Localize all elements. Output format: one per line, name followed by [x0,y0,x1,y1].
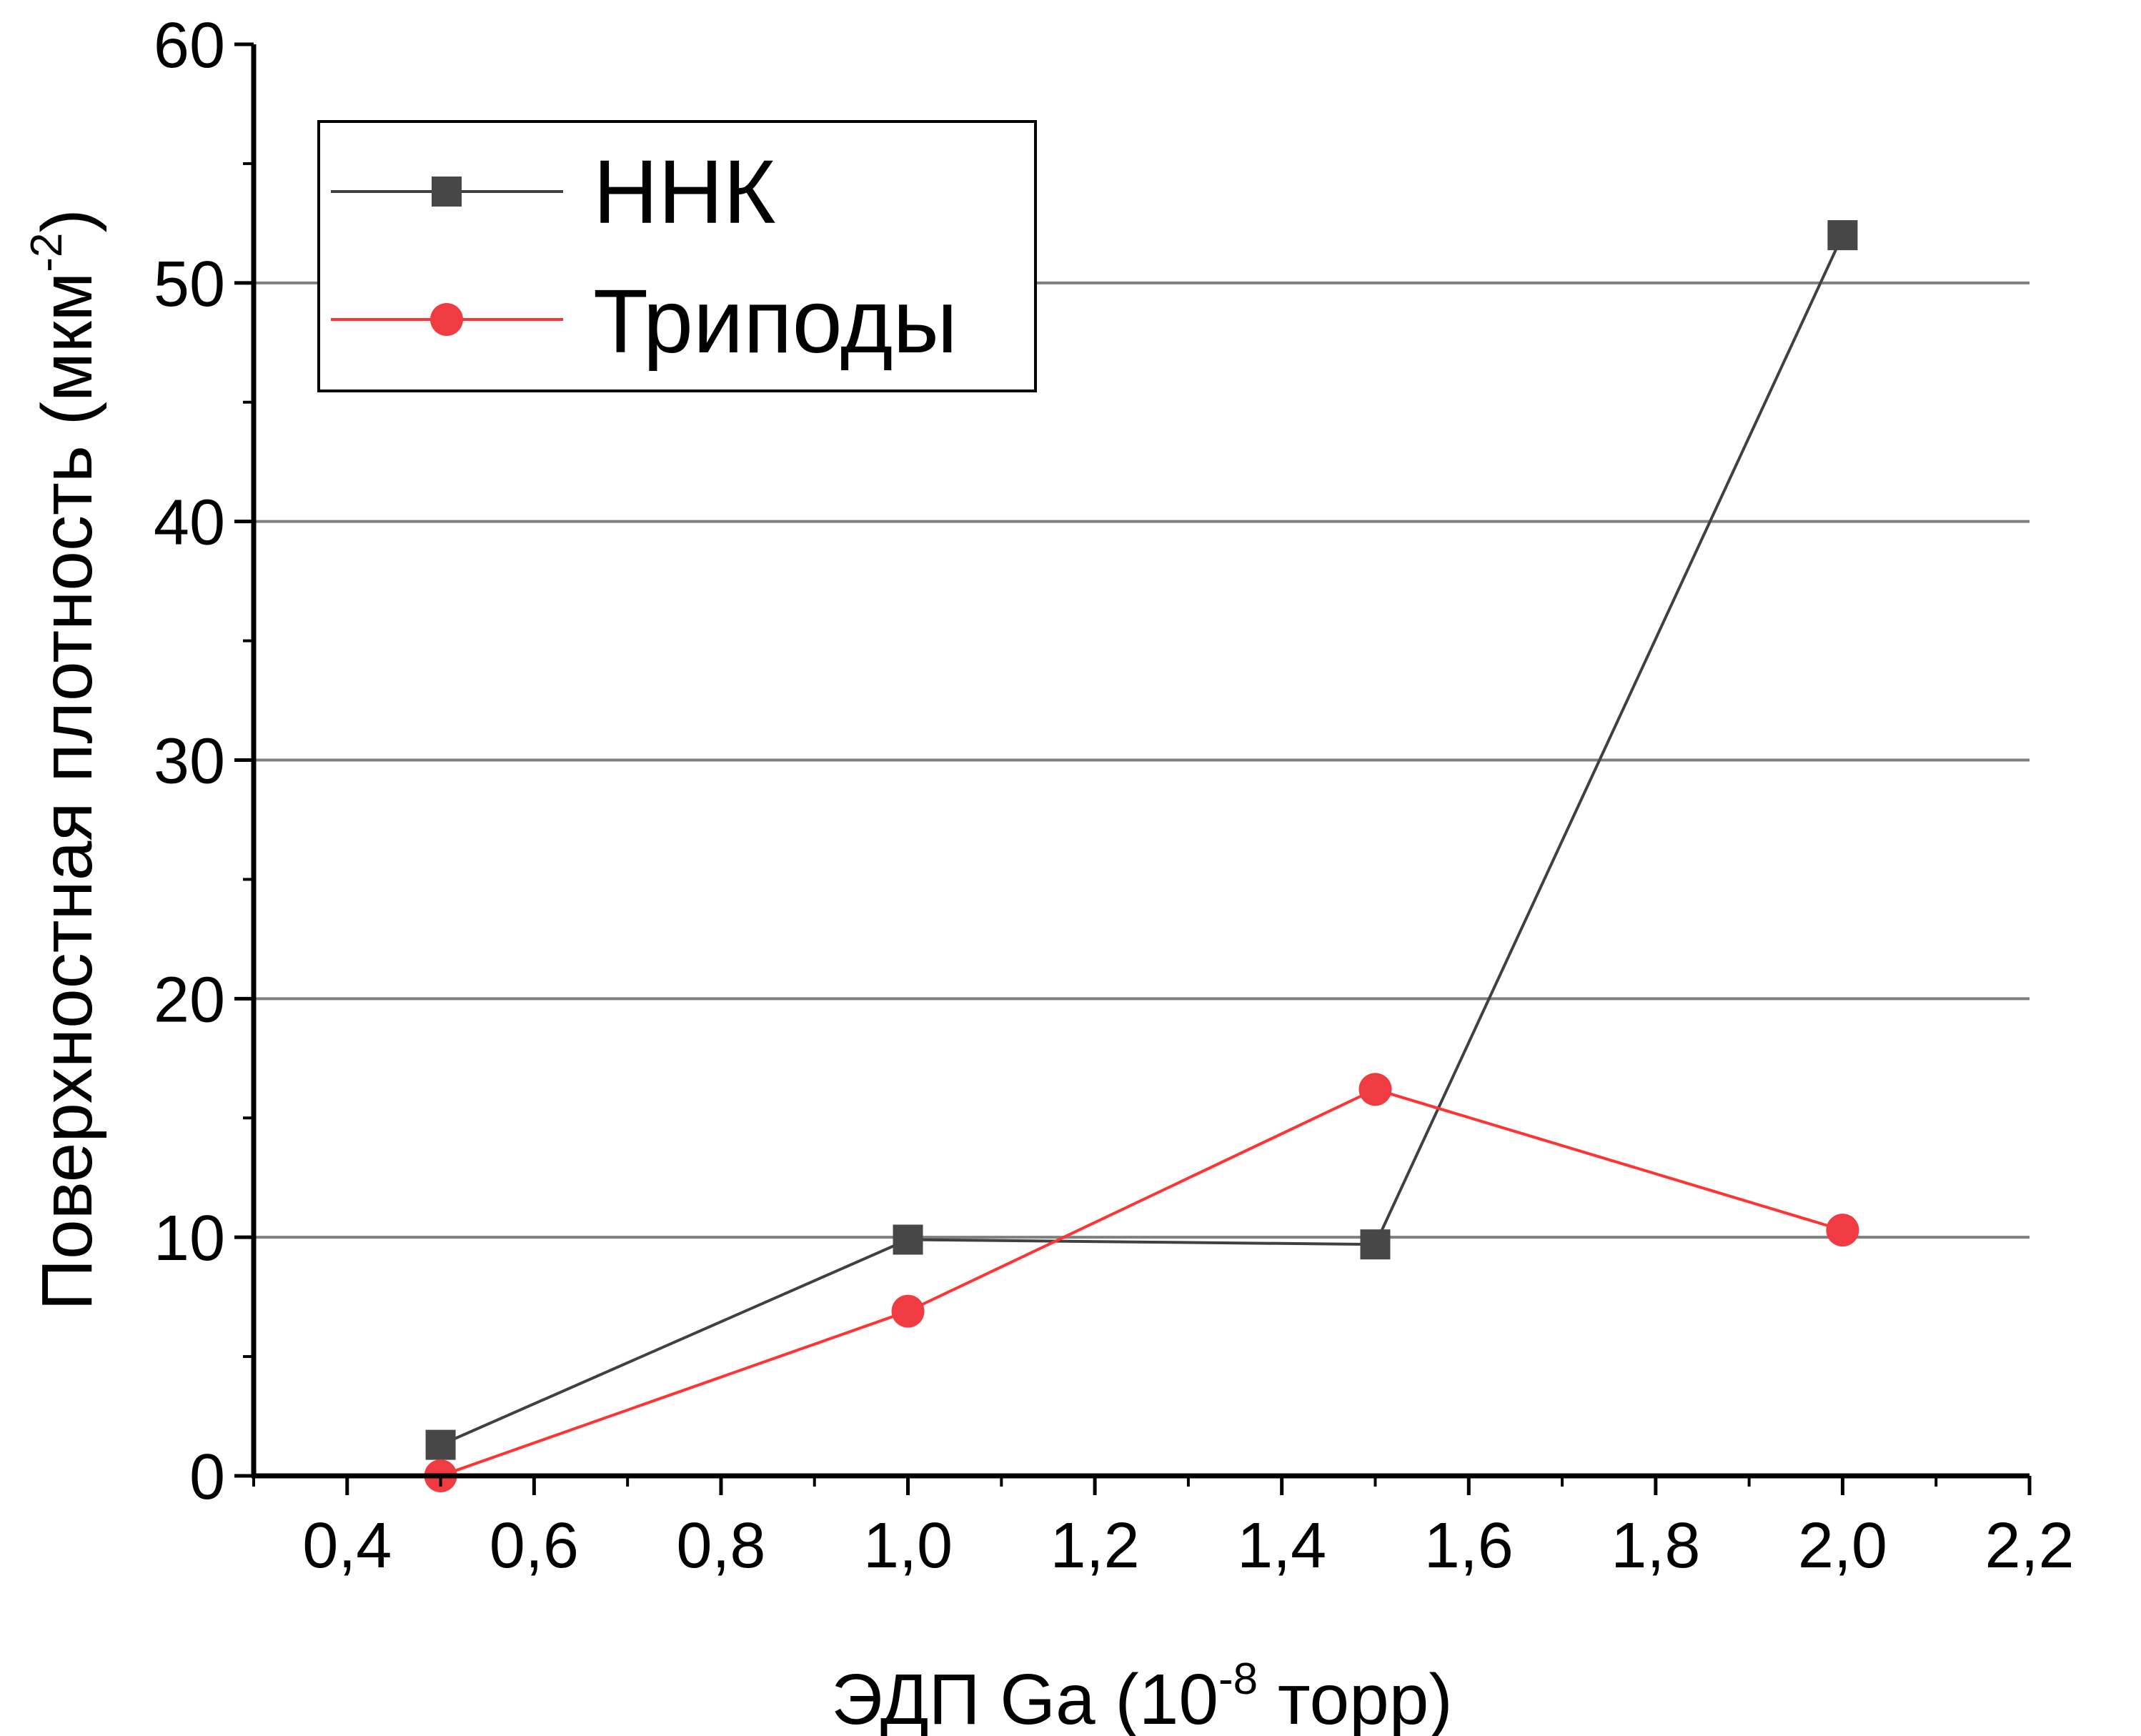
point-s1-3 [1826,1214,1859,1247]
legend-box [317,120,1037,392]
x-axis-title: ЭДП Ga (10-8 торр) [831,1655,1452,1736]
series-line-0 [439,234,1844,1447]
y-tick-label-1: 10 [154,1203,225,1274]
point-s1-1 [891,1294,925,1328]
y-tick-label-0: 0 [189,1442,225,1513]
x-tick-label-2: 0,8 [676,1510,765,1582]
x-tick-label-8: 2,0 [1798,1510,1887,1582]
x-ticks: 0,4 0,6 0,8 1,0 1,2 1,4 1,6 1,8 2,0 2,2 [252,1476,2075,1582]
y-axis-title: Поверхностная плотность (мкм-2) [22,209,107,1310]
legend-label-tripody: Триподы [593,271,958,372]
point-s0-0 [425,1429,456,1460]
series-line-1 [439,1088,1843,1477]
y-tick-label-4: 40 [154,487,225,559]
x-tick-label-1: 0,6 [490,1510,579,1582]
point-s0-3 [1827,220,1858,251]
y-ticks: 0 10 20 30 40 50 60 [154,10,254,1513]
y-tick-label-2: 20 [154,964,225,1036]
plot-area [424,220,1859,1492]
gridlines [254,281,2030,1239]
legend: ННК Триподы [317,120,1037,392]
x-tick-label-7: 1,8 [1611,1510,1700,1582]
y-tick-label-5: 50 [154,249,225,320]
legend-marker-tripody [430,303,463,336]
point-s0-1 [893,1224,923,1255]
y-tick-label-6: 60 [154,10,225,81]
x-tick-label-6: 1,6 [1424,1510,1514,1582]
y-tick-label-3: 30 [154,726,225,798]
x-tick-label-9: 2,2 [1984,1510,2074,1582]
x-tick-label-4: 1,2 [1050,1510,1140,1582]
point-s1-2 [1358,1073,1392,1106]
x-tick-label-0: 0,4 [302,1510,392,1582]
legend-label-nnk: ННК [593,142,775,242]
legend-marker-nnk [432,177,462,207]
x-tick-label-5: 1,4 [1237,1510,1326,1582]
point-s0-2 [1360,1229,1391,1260]
x-tick-label-3: 1,0 [863,1510,953,1582]
